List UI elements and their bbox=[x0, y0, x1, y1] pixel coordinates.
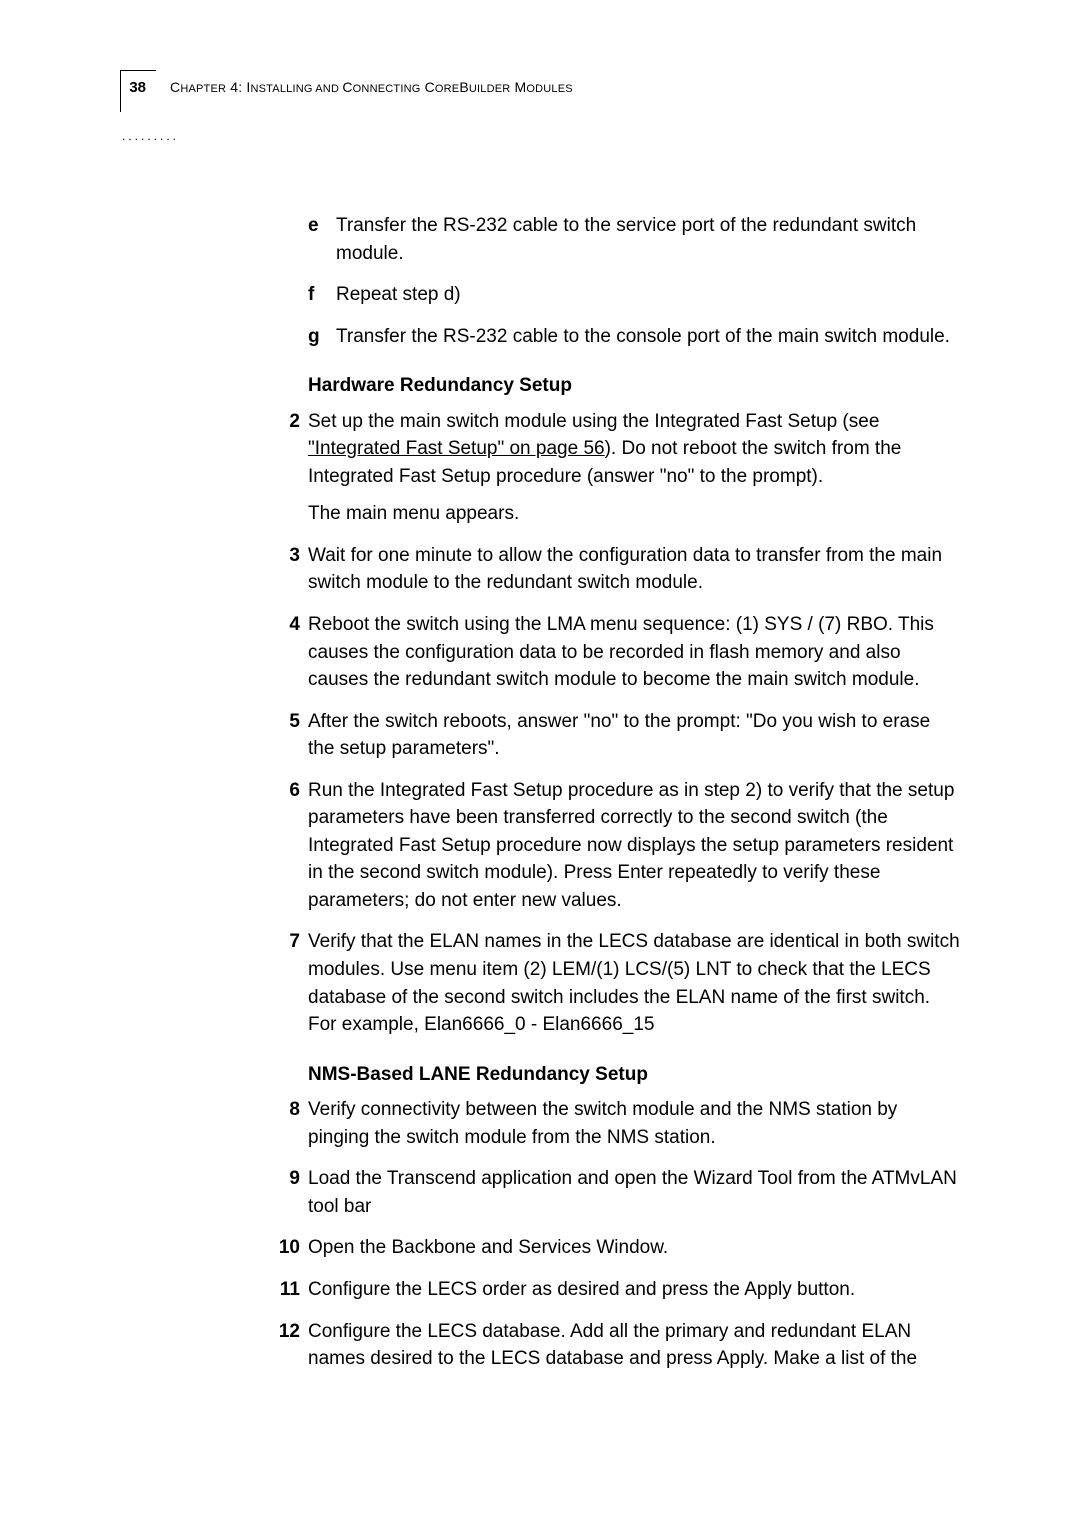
header-text-4: NSTALLING bbox=[251, 83, 313, 95]
step-text: Load the Transcend application and open … bbox=[308, 1165, 960, 1220]
step-4: 4 Reboot the switch using the LMA menu s… bbox=[308, 611, 960, 694]
page-number: 38 bbox=[129, 77, 146, 99]
step-marker: 5 bbox=[272, 708, 300, 763]
page-header: 38 CHAPTER 4: INSTALLING AND CONNECTING … bbox=[120, 70, 960, 112]
step-marker: 6 bbox=[272, 777, 300, 915]
step-2-follow: The main menu appears. bbox=[308, 500, 960, 528]
header-text-10: B bbox=[459, 79, 469, 95]
substep-marker: f bbox=[308, 281, 336, 309]
step-marker: 4 bbox=[272, 611, 300, 694]
header-text-12: M bbox=[510, 79, 526, 95]
section-heading-nms: NMS-Based LANE Redundancy Setup bbox=[308, 1061, 960, 1089]
header-text-7: ONNECTING bbox=[353, 83, 421, 95]
document-page: 38 CHAPTER 4: INSTALLING AND CONNECTING … bbox=[0, 0, 1080, 1467]
decorative-dots: ......... bbox=[122, 128, 179, 145]
step-marker: 7 bbox=[272, 928, 300, 1038]
step-text: Open the Backbone and Services Window. bbox=[308, 1234, 960, 1262]
step-text: Run the Integrated Fast Setup procedure … bbox=[308, 777, 960, 915]
step-marker: 2 bbox=[272, 408, 300, 528]
header-text-13: ODULES bbox=[526, 83, 572, 95]
step-7: 7 Verify that the ELAN names in the LECS… bbox=[308, 928, 960, 1038]
step-text: Configure the LECS order as desired and … bbox=[308, 1276, 960, 1304]
substep-f: f Repeat step d) bbox=[308, 281, 960, 309]
step-11: 11 Configure the LECS order as desired a… bbox=[308, 1276, 960, 1304]
step-9: 9 Load the Transcend application and ope… bbox=[308, 1165, 960, 1220]
step-12: 12 Configure the LECS database. Add all … bbox=[308, 1318, 960, 1373]
step-2: 2 Set up the main switch module using th… bbox=[308, 408, 960, 528]
step-marker: 10 bbox=[264, 1234, 300, 1262]
step-text: Verify that the ELAN names in the LECS d… bbox=[308, 928, 960, 1038]
step-text: Reboot the switch using the LMA menu seq… bbox=[308, 611, 960, 694]
substep-text: Transfer the RS-232 cable to the console… bbox=[336, 323, 960, 351]
step-2-link[interactable]: "Integrated Fast Setup" on page 56 bbox=[308, 438, 605, 459]
header-text-5: AND bbox=[313, 83, 343, 95]
section-heading-hardware: Hardware Redundancy Setup bbox=[308, 372, 960, 400]
step-marker: 12 bbox=[264, 1318, 300, 1373]
header-text-2: HAPTER bbox=[180, 83, 226, 95]
header-text-8: C bbox=[420, 79, 434, 95]
step-marker: 8 bbox=[272, 1096, 300, 1151]
substep-g: g Transfer the RS-232 cable to the conso… bbox=[308, 323, 960, 351]
step-text: After the switch reboots, answer "no" to… bbox=[308, 708, 960, 763]
step-marker: 3 bbox=[272, 542, 300, 597]
header-text-9: ORE bbox=[435, 83, 459, 95]
substep-marker: e bbox=[308, 212, 336, 267]
step-marker: 9 bbox=[272, 1165, 300, 1220]
page-number-box: 38 bbox=[120, 70, 156, 112]
substep-text: Transfer the RS-232 cable to the service… bbox=[336, 212, 960, 267]
step-marker: 11 bbox=[264, 1276, 300, 1304]
step-3: 3 Wait for one minute to allow the confi… bbox=[308, 542, 960, 597]
substep-e: e Transfer the RS-232 cable to the servi… bbox=[308, 212, 960, 267]
step-8: 8 Verify connectivity between the switch… bbox=[308, 1096, 960, 1151]
header-text-3: 4: I bbox=[226, 79, 250, 95]
header-text-6: C bbox=[342, 79, 352, 95]
step-text: Wait for one minute to allow the configu… bbox=[308, 542, 960, 597]
substep-marker: g bbox=[308, 323, 336, 351]
step-text: Verify connectivity between the switch m… bbox=[308, 1096, 960, 1151]
step-text: Set up the main switch module using the … bbox=[308, 408, 960, 528]
step-text: Configure the LECS database. Add all the… bbox=[308, 1318, 960, 1373]
running-header: CHAPTER 4: INSTALLING AND CONNECTING COR… bbox=[170, 70, 573, 98]
step-2-pre: Set up the main switch module using the … bbox=[308, 411, 879, 432]
step-10: 10 Open the Backbone and Services Window… bbox=[308, 1234, 960, 1262]
step-5: 5 After the switch reboots, answer "no" … bbox=[308, 708, 960, 763]
header-text-1: C bbox=[170, 79, 180, 95]
step-6: 6 Run the Integrated Fast Setup procedur… bbox=[308, 777, 960, 915]
substep-text: Repeat step d) bbox=[336, 281, 960, 309]
body-content: e Transfer the RS-232 cable to the servi… bbox=[308, 212, 960, 1373]
header-text-11: UILDER bbox=[469, 83, 511, 95]
